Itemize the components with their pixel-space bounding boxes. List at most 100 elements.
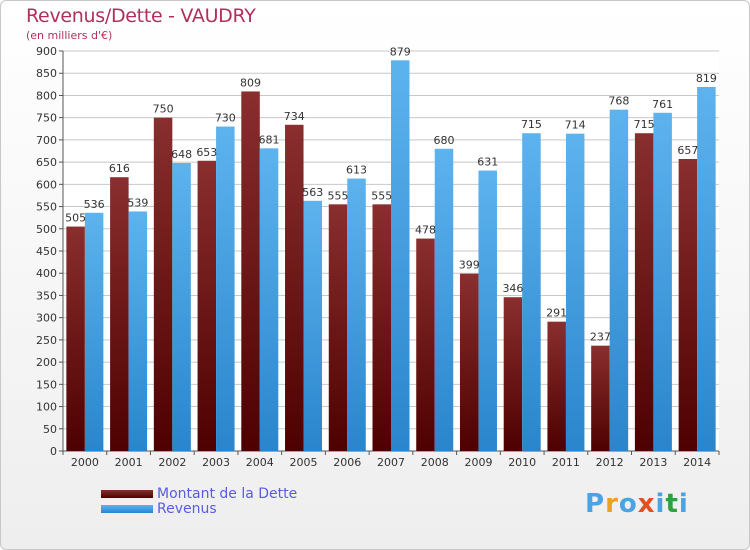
legend-label-revenue: Revenus	[157, 501, 217, 517]
bar-revenue	[216, 126, 235, 452]
labels: 0 50 100 150 200 250 300 350 400 450 500 550 600 650 7…	[36, 45, 717, 469]
legend-swatch-debt	[101, 490, 153, 498]
data-label: 715	[634, 118, 655, 131]
bar-debt	[241, 91, 260, 451]
bar-revenue	[697, 87, 716, 451]
x-tick-label: 2011	[552, 456, 580, 469]
y-tick-label: 300	[36, 312, 57, 325]
data-label: 768	[608, 95, 629, 108]
bar-revenue	[478, 170, 497, 452]
proxiti-logo: Proxiti	[585, 489, 689, 519]
bar-revenue	[609, 109, 629, 452]
y-tick-label: 850	[36, 67, 57, 80]
y-tick-label: 150	[36, 378, 57, 391]
x-tick-label: 2014	[683, 456, 711, 469]
legend-item-debt: Montant de la Dette	[101, 486, 401, 502]
bar-revenue	[84, 212, 104, 451]
legend: Montant de la Dette Revenus	[101, 486, 401, 517]
bar-revenue	[653, 112, 672, 452]
bar-debt	[372, 204, 391, 451]
bar-revenue	[172, 163, 191, 451]
y-tick-label: 700	[36, 134, 57, 147]
data-label: 539	[127, 196, 148, 209]
data-label: 291	[546, 307, 567, 320]
bar-debt	[416, 238, 435, 451]
bar-revenue	[128, 211, 148, 451]
data-label: 563	[302, 186, 323, 199]
y-tick-label: 250	[36, 334, 57, 347]
x-tick-label: 2000	[71, 456, 99, 469]
bars	[66, 60, 716, 452]
bar-debt	[503, 297, 523, 451]
x-tick-label: 2008	[421, 456, 449, 469]
x-tick-label: 2001	[115, 456, 143, 469]
data-label: 555	[328, 189, 349, 202]
bar-revenue	[522, 133, 541, 451]
logo-letter: P	[585, 489, 606, 519]
chart-title: Revenus/Dette - VAUDRY	[26, 5, 256, 27]
y-tick-label: 600	[36, 178, 57, 191]
bar-revenue	[259, 148, 279, 452]
y-tick-label: 200	[36, 356, 57, 369]
bar-debt	[328, 204, 348, 451]
data-label: 809	[240, 76, 261, 89]
data-label: 555	[371, 189, 392, 202]
x-tick-label: 2013	[639, 456, 667, 469]
bar-debt	[591, 345, 610, 451]
y-tick-label: 900	[36, 45, 57, 58]
bar-debt	[285, 124, 304, 452]
y-tick-label: 100	[36, 401, 57, 414]
data-label: 616	[109, 162, 130, 175]
y-tick-label: 650	[36, 156, 57, 169]
y-tick-label: 350	[36, 289, 57, 302]
logo-letter: o	[618, 489, 638, 519]
x-tick-label: 2003	[202, 456, 230, 469]
data-label: 657	[677, 144, 698, 157]
logo-letter: i	[678, 489, 689, 519]
data-label: 237	[590, 331, 611, 344]
data-label: 399	[459, 259, 480, 272]
bar-debt	[547, 321, 566, 451]
bar-debt	[459, 273, 479, 451]
x-tick-label: 2007	[377, 456, 405, 469]
data-label: 730	[215, 112, 236, 125]
bar-debt	[153, 117, 173, 452]
x-tick-label: 2012	[596, 456, 624, 469]
data-label: 653	[196, 146, 217, 159]
bar-debt	[634, 133, 654, 451]
x-tick-label: 2006	[333, 456, 361, 469]
x-tick-label: 2009	[464, 456, 492, 469]
bar-debt	[197, 160, 217, 451]
legend-item-revenue: Revenus	[101, 501, 401, 517]
y-tick-label: 0	[50, 445, 57, 458]
x-tick-label: 2010	[508, 456, 536, 469]
chart-subtitle: (en milliers d'€)	[26, 29, 113, 42]
logo-letter: r	[605, 489, 619, 519]
y-tick-label: 750	[36, 112, 57, 125]
logo-letter: x	[637, 489, 656, 519]
bar-revenue	[565, 133, 585, 451]
data-label: 715	[521, 118, 542, 131]
data-label: 613	[346, 164, 367, 177]
bar-revenue	[303, 200, 323, 451]
bar-revenue	[434, 148, 454, 451]
data-label: 631	[477, 156, 498, 169]
data-label: 714	[565, 119, 586, 132]
bar-debt	[66, 226, 85, 451]
x-tick-label: 2002	[158, 456, 186, 469]
data-label: 536	[84, 198, 105, 211]
x-tick-label: 2004	[246, 456, 274, 469]
logo-letter: i	[655, 489, 666, 519]
bar-debt	[110, 177, 129, 451]
bar-revenue	[391, 60, 410, 451]
y-tick-label: 550	[36, 201, 57, 214]
data-label: 750	[153, 103, 174, 116]
data-label: 734	[284, 110, 305, 123]
bar-debt	[678, 159, 698, 451]
y-tick-label: 50	[43, 423, 57, 436]
y-tick-label: 800	[36, 89, 57, 102]
data-label: 681	[259, 133, 280, 146]
y-tick-label: 400	[36, 267, 57, 280]
